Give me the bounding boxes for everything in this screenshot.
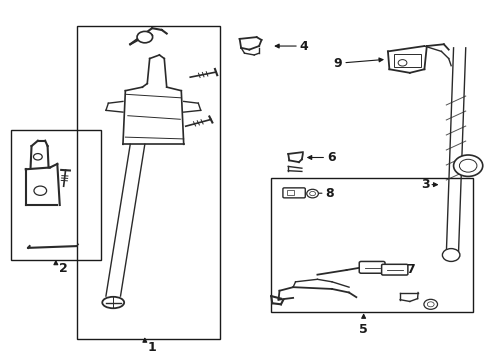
Circle shape <box>306 189 318 198</box>
Circle shape <box>453 155 482 176</box>
Text: 8: 8 <box>325 187 334 200</box>
FancyBboxPatch shape <box>359 261 384 273</box>
Bar <box>393 54 420 67</box>
Circle shape <box>427 302 433 307</box>
Text: 6: 6 <box>326 151 335 164</box>
Circle shape <box>34 186 46 195</box>
Text: 2: 2 <box>59 262 67 275</box>
Text: 7: 7 <box>405 263 414 276</box>
Circle shape <box>397 60 406 66</box>
Ellipse shape <box>102 297 124 308</box>
FancyBboxPatch shape <box>286 190 293 195</box>
Text: 3: 3 <box>421 178 429 191</box>
Text: 5: 5 <box>359 323 367 336</box>
Circle shape <box>309 192 315 196</box>
Circle shape <box>137 31 152 43</box>
FancyBboxPatch shape <box>381 264 407 275</box>
Bar <box>11 130 101 260</box>
Circle shape <box>423 299 437 309</box>
Bar <box>271 178 472 312</box>
Text: 4: 4 <box>299 40 308 53</box>
Circle shape <box>458 159 476 172</box>
Text: 1: 1 <box>147 341 156 354</box>
Bar <box>77 26 220 339</box>
FancyBboxPatch shape <box>283 188 305 198</box>
Circle shape <box>33 154 42 160</box>
Circle shape <box>442 249 459 261</box>
Text: 9: 9 <box>332 57 341 71</box>
